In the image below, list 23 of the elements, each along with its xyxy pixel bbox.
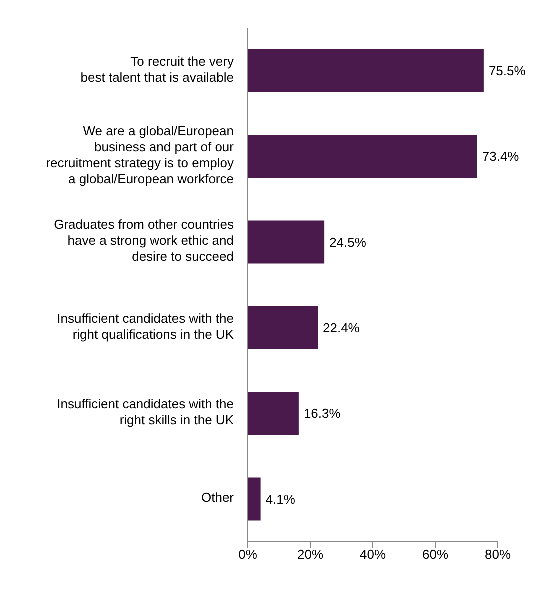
x-tick-label: 60% — [422, 547, 449, 562]
data-label: 16.3% — [304, 406, 342, 422]
data-label: 73.4% — [482, 149, 520, 164]
x-tick-label: 20% — [297, 547, 324, 562]
x-tick-label: 0% — [238, 547, 258, 562]
data-label: 24.5% — [330, 234, 367, 250]
data-label: 22.4% — [323, 320, 360, 336]
x-tick-label: 80% — [484, 547, 512, 562]
y-tick-label: Graduates from other countries have a strong work ethic and desire to succeed — [54, 218, 234, 265]
y-tick-label: We are a global/European business and part of our recruitment strategy is to employ a global/European workforce — [46, 124, 235, 187]
bar — [248, 220, 325, 264]
bar — [248, 135, 478, 178]
y-tick-label: Insufficient candidates with the right skills in the UK — [57, 396, 234, 428]
y-tick-label: Insufficient candidates with the right qualifications in the UK — [57, 311, 234, 342]
bar — [248, 478, 261, 521]
y-tick-label: Other — [201, 490, 235, 506]
bar — [248, 49, 484, 92]
y-tick-label: To recruit the very best talent that is available — [80, 54, 234, 86]
data-label: 4.1% — [266, 492, 296, 507]
x-tick-label: 40% — [360, 547, 386, 562]
bar — [248, 392, 299, 436]
data-label: 75.5% — [488, 64, 526, 79]
bar — [248, 306, 318, 350]
